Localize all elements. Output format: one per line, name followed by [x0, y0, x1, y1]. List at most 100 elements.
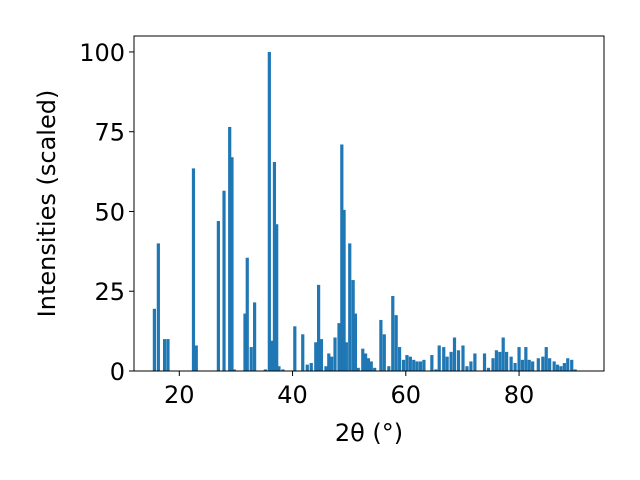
y-tick-label: 50 — [94, 198, 125, 226]
bar — [566, 358, 570, 371]
bar — [405, 355, 409, 371]
bar — [536, 358, 540, 371]
bar — [373, 367, 377, 371]
x-axis-label: 2θ (°) — [335, 419, 403, 447]
bar — [348, 243, 352, 371]
bar — [152, 308, 156, 371]
bar — [275, 224, 279, 371]
bar — [314, 342, 318, 371]
bar — [382, 334, 386, 371]
bar — [361, 348, 365, 371]
bar — [387, 366, 391, 371]
bar — [541, 356, 545, 371]
bar — [501, 337, 505, 371]
bar — [305, 364, 309, 371]
bar — [509, 356, 513, 371]
plot-frame — [133, 35, 605, 372]
x-tick-label: 20 — [164, 381, 195, 409]
bar — [418, 361, 423, 371]
bar — [272, 162, 277, 371]
bar — [422, 359, 426, 371]
bar — [232, 369, 236, 371]
y-tick-label: 0 — [110, 358, 125, 386]
bar — [281, 369, 285, 371]
bar — [333, 337, 337, 371]
bar — [356, 367, 360, 371]
bar — [552, 361, 556, 371]
bar — [366, 358, 371, 371]
bar — [324, 366, 328, 371]
bar — [408, 356, 412, 371]
bar — [222, 190, 226, 371]
bar — [249, 347, 253, 371]
bar — [319, 339, 324, 371]
bar — [548, 358, 552, 371]
bar — [517, 347, 521, 371]
bar — [330, 356, 334, 371]
bar — [520, 359, 525, 371]
bar — [570, 359, 574, 371]
bar — [513, 363, 517, 371]
bar — [452, 337, 457, 371]
x-tick-label: 40 — [277, 381, 308, 409]
bar — [442, 347, 446, 371]
y-axis-ticks: 0 25 50 75 100 — [79, 39, 134, 386]
bar — [401, 359, 406, 371]
y-tick-label: 75 — [94, 119, 125, 147]
bar — [344, 342, 348, 371]
bar — [277, 366, 281, 371]
bar — [437, 345, 441, 371]
bar — [430, 355, 434, 371]
bar — [461, 345, 465, 371]
bar — [166, 339, 170, 371]
bar — [445, 356, 449, 371]
bar — [293, 326, 297, 371]
bar — [531, 361, 535, 371]
bar — [491, 358, 495, 371]
bar — [555, 364, 560, 371]
bar — [562, 363, 566, 371]
bar — [191, 168, 196, 371]
x-tick-label: 80 — [504, 381, 535, 409]
bar — [434, 369, 438, 371]
bar — [364, 353, 368, 371]
bar — [465, 366, 469, 371]
bar — [498, 351, 502, 371]
bar — [412, 359, 416, 371]
bar — [482, 353, 487, 371]
bar — [449, 351, 453, 371]
bar — [317, 284, 321, 371]
bar — [162, 339, 167, 371]
bar — [505, 351, 509, 371]
bar — [397, 347, 402, 371]
bar — [243, 313, 247, 371]
bar — [473, 353, 477, 371]
bar — [245, 257, 249, 371]
bar — [194, 345, 198, 371]
bar — [342, 209, 346, 371]
bar — [263, 369, 267, 371]
bar — [456, 350, 461, 371]
bar — [391, 296, 395, 371]
x-axis-ticks: 20 40 60 80 — [164, 371, 534, 409]
bar — [369, 361, 373, 371]
bar — [267, 51, 271, 371]
bar — [494, 350, 499, 371]
x-tick-label: 60 — [391, 381, 422, 409]
bar — [228, 126, 232, 371]
y-axis-label: Intensities (scaled) — [33, 90, 61, 318]
bar — [327, 353, 331, 371]
bar — [415, 361, 419, 371]
bar — [486, 367, 491, 371]
y-tick-label: 25 — [94, 278, 125, 306]
bar — [337, 323, 341, 371]
bar — [394, 315, 398, 371]
bar — [216, 221, 220, 371]
bar — [270, 340, 274, 371]
bar — [524, 347, 528, 371]
bar — [573, 369, 577, 371]
bar — [559, 366, 563, 371]
bar — [351, 280, 355, 371]
bars-group — [152, 51, 577, 371]
